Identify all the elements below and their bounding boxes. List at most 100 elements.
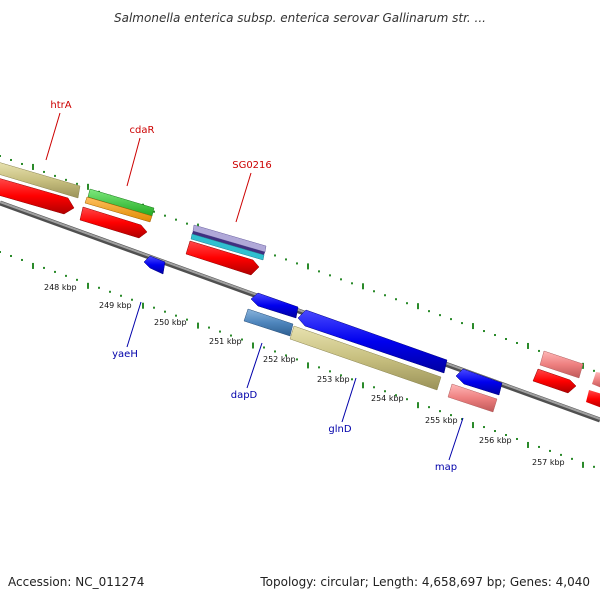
tick-mark xyxy=(483,426,485,429)
tick-mark xyxy=(340,278,342,281)
tick-mark xyxy=(461,322,463,325)
gene-bar-blue-small[interactable] xyxy=(250,292,299,319)
tick-mark xyxy=(351,282,353,285)
gene-bar-cdaR[interactable] xyxy=(79,206,148,239)
tick-mark xyxy=(263,346,265,349)
kbp-label-248: 248 kbp xyxy=(44,283,77,292)
gene-bar-SG0216[interactable] xyxy=(185,240,260,276)
tick-mark xyxy=(186,318,188,321)
tick-mark xyxy=(406,302,408,305)
tick-mark xyxy=(450,318,452,321)
tick-mark xyxy=(307,362,309,369)
tick-mark xyxy=(164,214,166,217)
gene-bar-htrA-tan[interactable] xyxy=(0,162,81,199)
kbp-label-253: 253 kbp xyxy=(317,375,350,384)
gene-bar-map-blue[interactable] xyxy=(455,368,503,396)
tick-mark xyxy=(153,306,155,309)
tick-mark xyxy=(593,465,595,468)
tick-mark xyxy=(186,222,188,225)
tick-mark xyxy=(582,461,584,468)
tick-mark xyxy=(109,290,111,293)
gene-bar-dapD[interactable] xyxy=(243,308,294,337)
tick-mark xyxy=(395,298,397,301)
tick-mark xyxy=(362,382,364,389)
tick-mark xyxy=(439,314,441,317)
kbp-scale-labels: 248 kbp 249 kbp 250 kbp 251 kbp 252 kbp … xyxy=(44,283,565,467)
tick-mark xyxy=(428,310,430,313)
gene-label-cdaR[interactable]: cdaR xyxy=(130,125,155,136)
gene-bar-yaeH[interactable] xyxy=(143,255,166,275)
gene-bar-SG0216-cyan[interactable] xyxy=(190,233,265,261)
gene-bar-SG0216-purple[interactable] xyxy=(192,231,265,255)
gene-bar-htrA[interactable] xyxy=(0,178,75,215)
gene-label-map[interactable]: map xyxy=(435,462,457,473)
gene-label-yaeH[interactable]: yaeH xyxy=(112,349,138,360)
kbp-label-250: 250 kbp xyxy=(154,318,187,327)
gene-bar-pink-right[interactable] xyxy=(539,350,584,379)
tick-mark xyxy=(208,326,210,329)
tick-mark xyxy=(87,183,89,190)
tick-mark xyxy=(131,298,133,301)
gene-bar-cdaR-orange[interactable] xyxy=(84,196,153,223)
tick-mark xyxy=(582,362,584,369)
tick-mark xyxy=(32,262,34,269)
gene-label-dapD[interactable]: dapD xyxy=(231,390,258,401)
tick-mark xyxy=(318,270,320,273)
gene-label-SG0216[interactable]: SG0216 xyxy=(232,160,272,171)
tick-mark xyxy=(21,162,23,165)
tick-mark xyxy=(142,302,144,309)
tick-mark xyxy=(549,449,551,452)
tick-mark xyxy=(120,294,122,297)
gene-bar-red-edge[interactable] xyxy=(586,390,600,408)
gene-bar-map[interactable] xyxy=(447,383,498,413)
tick-mark xyxy=(98,286,100,289)
tick-mark xyxy=(571,457,573,460)
tick-mark xyxy=(318,366,320,369)
genome-summary-text: Topology: circular; Length: 4,658,697 bp… xyxy=(259,575,590,589)
tick-mark xyxy=(505,434,507,437)
tick-mark xyxy=(593,369,595,372)
tick-mark xyxy=(10,158,12,161)
tick-mark xyxy=(373,290,375,293)
tick-mark xyxy=(560,453,562,456)
tick-mark xyxy=(538,445,540,448)
tick-mark xyxy=(43,170,45,173)
tick-mark xyxy=(285,354,287,357)
gene-label-glnD[interactable]: glnD xyxy=(328,424,351,435)
tick-mark xyxy=(340,374,342,377)
tick-mark xyxy=(351,378,353,381)
kbp-label-256: 256 kbp xyxy=(479,436,512,445)
gene-label-htrA[interactable]: htrA xyxy=(50,100,71,111)
gene-bar-red-right[interactable] xyxy=(532,368,577,394)
tick-mark xyxy=(54,270,56,273)
tick-mark xyxy=(197,322,199,329)
gene-bar-blue-long[interactable] xyxy=(297,309,448,374)
tick-mark xyxy=(461,418,463,421)
kbp-label-254: 254 kbp xyxy=(371,394,404,403)
tick-mark xyxy=(164,310,166,313)
tick-mark xyxy=(175,314,177,317)
tick-mark xyxy=(450,414,452,417)
tick-mark xyxy=(527,342,529,349)
tick-mark xyxy=(373,386,375,389)
tick-mark xyxy=(21,258,23,261)
tick-mark xyxy=(417,402,419,409)
tick-mark xyxy=(406,398,408,401)
tick-mark xyxy=(219,330,221,333)
tick-mark xyxy=(274,254,276,257)
gene-bar-pink-edge[interactable] xyxy=(592,372,600,388)
tick-mark xyxy=(296,358,298,361)
tick-mark xyxy=(494,430,496,433)
tick-mark xyxy=(241,338,243,341)
kbp-label-251: 251 kbp xyxy=(209,337,242,346)
tick-mark xyxy=(32,163,34,170)
tick-mark xyxy=(417,303,419,310)
tick-mark xyxy=(87,282,89,289)
tick-mark xyxy=(527,441,529,448)
tick-mark xyxy=(230,334,232,337)
gene-bar-glnD[interactable] xyxy=(289,325,442,391)
tick-mark xyxy=(472,323,474,330)
tick-mark xyxy=(472,422,474,429)
tick-mark xyxy=(329,274,331,277)
